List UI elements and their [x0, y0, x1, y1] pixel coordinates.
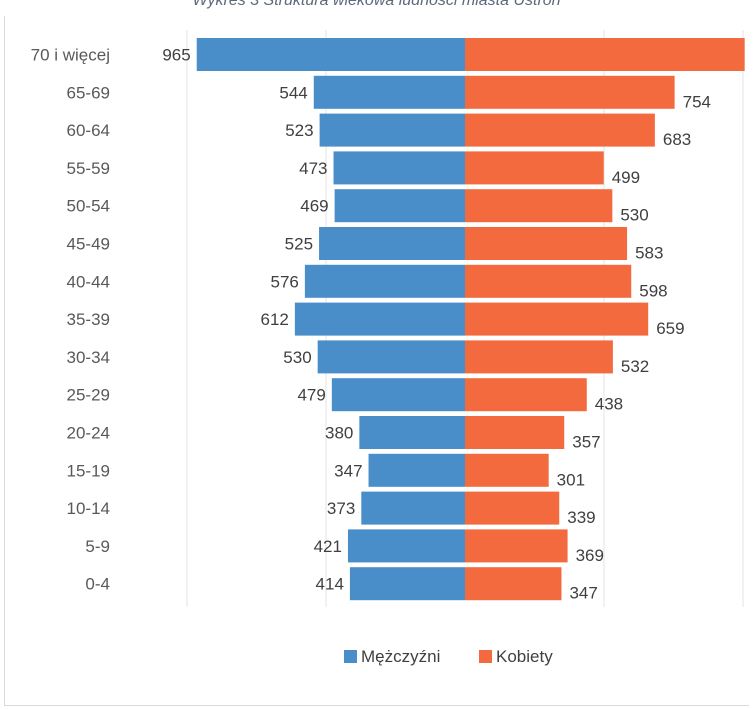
bar-women — [465, 113, 655, 147]
data-label-men: 473 — [299, 159, 327, 178]
category-label: 40-44 — [67, 272, 110, 291]
data-label-women: 357 — [572, 433, 600, 452]
bar-women — [465, 378, 587, 412]
data-label-women: 499 — [612, 168, 640, 187]
bar-women — [465, 189, 613, 223]
category-label: 25-29 — [67, 386, 110, 405]
category-label: 35-39 — [67, 310, 110, 329]
bar-men — [313, 75, 465, 109]
data-label-women: 659 — [656, 319, 684, 338]
data-label-men: 523 — [285, 121, 313, 140]
bar-men — [347, 529, 465, 563]
legend-label-women: Kobiety — [496, 647, 553, 666]
category-label: 60-64 — [67, 121, 110, 140]
data-label-men: 373 — [327, 499, 355, 518]
data-label-women: 583 — [635, 244, 663, 263]
data-label-women: 598 — [639, 281, 667, 300]
data-label-men: 544 — [279, 83, 307, 102]
bar-men — [196, 38, 466, 71]
category-label: 0-4 — [85, 575, 110, 594]
bar-women — [465, 567, 562, 601]
data-label-men: 530 — [283, 348, 311, 367]
bar-men — [317, 340, 465, 374]
bar-men — [294, 302, 465, 336]
bar-women — [465, 491, 560, 525]
category-label: 50-54 — [67, 197, 110, 216]
bar-men — [331, 378, 465, 412]
category-label: 70 i więcej — [31, 46, 110, 65]
data-label-men: 414 — [316, 575, 344, 594]
chart-frame — [4, 16, 749, 706]
category-label: 65-69 — [67, 83, 110, 102]
data-label-men: 421 — [314, 537, 342, 556]
bar-women — [465, 264, 632, 298]
category-label: 55-59 — [67, 159, 110, 178]
data-label-women: 339 — [567, 508, 595, 527]
bar-women — [465, 227, 628, 260]
chart-title: Wykres 3 Struktura wiekowa ludności mias… — [192, 0, 561, 9]
data-label-women: 369 — [576, 546, 604, 565]
data-label-men: 347 — [334, 461, 362, 480]
legend-swatch-men — [344, 650, 357, 663]
bar-men — [368, 453, 465, 487]
data-label-men: 576 — [270, 272, 298, 291]
data-label-women: 347 — [569, 584, 597, 603]
category-label: 30-34 — [67, 348, 110, 367]
bar-men — [334, 189, 465, 223]
data-label-women: 532 — [621, 357, 649, 376]
category-label: 20-24 — [67, 424, 110, 443]
bar-men — [359, 416, 465, 449]
bar-men — [333, 151, 465, 185]
bar-men — [304, 264, 465, 298]
data-label-men: 479 — [297, 386, 325, 405]
legend-label-men: Mężczyźni — [361, 647, 440, 666]
data-label-women: 683 — [663, 130, 691, 149]
bar-women — [465, 38, 745, 71]
bar-women — [465, 416, 565, 449]
bar-women — [465, 302, 649, 336]
category-label: 15-19 — [67, 461, 110, 480]
category-label: 45-49 — [67, 235, 110, 254]
data-label-men: 965 — [162, 46, 190, 65]
data-label-women: 438 — [595, 395, 623, 414]
bar-women — [465, 340, 613, 374]
category-label: 10-14 — [67, 499, 110, 518]
data-label-women: 754 — [683, 92, 711, 111]
legend-swatch-women — [479, 650, 492, 663]
data-label-men: 525 — [285, 235, 313, 254]
bar-men — [361, 491, 465, 525]
bar-men — [349, 567, 465, 601]
bar-women — [465, 151, 604, 185]
data-label-men: 380 — [325, 424, 353, 443]
bar-women — [465, 75, 675, 109]
data-label-men: 612 — [260, 310, 288, 329]
data-label-men: 469 — [300, 197, 328, 216]
category-label: 5-9 — [85, 537, 110, 556]
data-label-women: 301 — [557, 470, 585, 489]
data-label-women: 530 — [620, 206, 648, 225]
bar-men — [319, 113, 465, 147]
bar-women — [465, 529, 568, 563]
bar-men — [319, 227, 465, 260]
bar-women — [465, 453, 549, 487]
